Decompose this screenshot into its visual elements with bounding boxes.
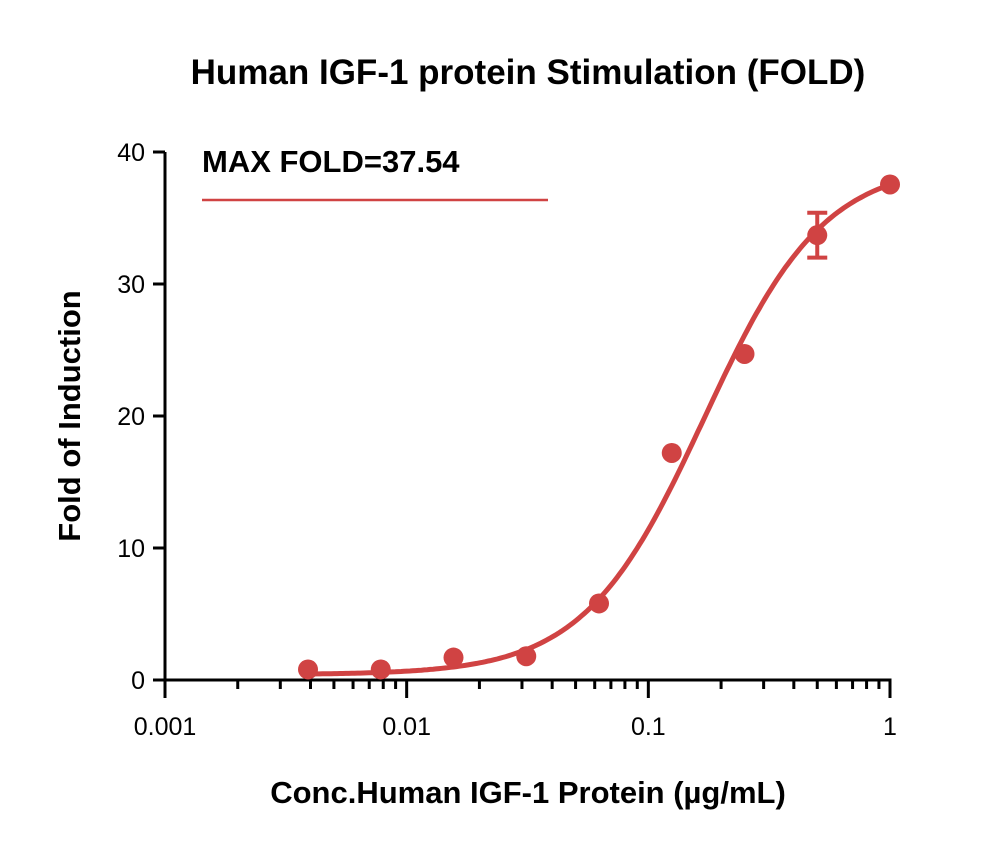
data-point <box>880 174 900 195</box>
data-point <box>807 225 828 246</box>
data-point <box>516 646 537 667</box>
data-point <box>661 442 682 463</box>
y-tick-label: 0 <box>131 667 145 695</box>
y-tick-label: 30 <box>117 271 145 299</box>
y-axis-label: Fold of Induction <box>52 290 87 541</box>
data-point <box>298 659 319 680</box>
x-tick-label: 1 <box>883 713 897 741</box>
x-tick-label: 0.01 <box>382 713 431 741</box>
x-tick-label: 0.001 <box>134 713 197 741</box>
y-tick-label: 40 <box>117 139 145 167</box>
y-tick-label: 20 <box>117 403 145 431</box>
data-point <box>589 593 610 614</box>
data-point <box>370 659 391 680</box>
data-point <box>443 647 464 668</box>
data-point <box>734 343 755 364</box>
x-axis-label: Conc.Human IGF-1 Protein (µg/mL) <box>270 775 786 810</box>
max-fold-annotation: MAX FOLD=37.54 <box>202 144 460 179</box>
x-tick-label: 0.1 <box>631 713 666 741</box>
chart-title: Human IGF-1 protein Stimulation (FOLD) <box>191 53 866 92</box>
y-tick-label: 10 <box>117 535 145 563</box>
